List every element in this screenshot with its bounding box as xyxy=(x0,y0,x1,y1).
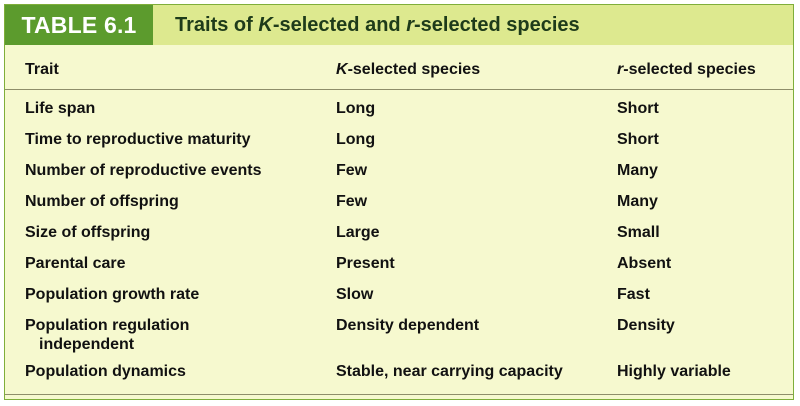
k-selected-cell: Present xyxy=(336,255,395,272)
traits-table: TABLE 6.1 Traits of K-selected and r-sel… xyxy=(4,4,794,400)
trait-cell: Time to reproductive maturity xyxy=(25,131,251,148)
trait-cell-line: independent xyxy=(39,336,135,353)
r-selected-cell: Highly variable xyxy=(617,363,731,380)
column-header-r-text: -selected species xyxy=(623,61,756,78)
column-header-k-letter: K xyxy=(336,61,348,78)
trait-cell: Population growth rate xyxy=(25,286,200,303)
k-selected-cell: Density dependent xyxy=(336,317,480,334)
k-selected-cell: Few xyxy=(336,162,368,179)
column-header-k-selected: K-selected species xyxy=(336,61,480,79)
title-part: Traits of xyxy=(175,14,259,36)
k-selected-cell: Long xyxy=(336,131,376,148)
header-divider xyxy=(5,89,793,90)
k-selected-cell: Long xyxy=(336,100,376,117)
column-header-r-letter: r xyxy=(617,61,624,78)
k-selected-cell: Large xyxy=(336,224,380,241)
k-selected-cell: Stable, near carrying capacity xyxy=(336,363,563,380)
table-number-label: TABLE 6.1 xyxy=(5,5,153,45)
k-selected-cell: Slow xyxy=(336,286,374,303)
r-selected-cell: Fast xyxy=(617,286,650,303)
r-selected-cell: Short xyxy=(617,100,659,117)
trait-cell: Life span xyxy=(25,100,96,117)
r-selected-cell: Small xyxy=(617,224,660,241)
r-selected-cell: Many xyxy=(617,193,658,210)
trait-cell: Population regulation independent xyxy=(25,316,189,354)
trait-cell: Parental care xyxy=(25,255,126,272)
trait-cell: Number of reproductive events xyxy=(25,162,262,179)
trait-cell: Number of offspring xyxy=(25,193,179,210)
r-selected-cell: Many xyxy=(617,162,658,179)
title-part: -selected and xyxy=(272,14,407,36)
column-header-k-text: -selected species xyxy=(347,61,481,78)
title-part-k: K xyxy=(258,14,273,36)
r-selected-cell: Short xyxy=(617,131,659,148)
title-part-r: r xyxy=(406,14,414,36)
trait-cell: Size of offspring xyxy=(25,224,151,241)
bottom-rule xyxy=(5,394,793,395)
r-selected-cell: Absent xyxy=(617,255,672,272)
title-part: -selected species xyxy=(414,14,580,36)
trait-cell: Population dynamics xyxy=(25,363,186,380)
column-header-trait: Trait xyxy=(25,61,59,78)
table-title: Traits of K-selected and r-selected spec… xyxy=(175,5,580,45)
k-selected-cell: Few xyxy=(336,193,368,210)
column-header-r-selected: r-selected species xyxy=(617,61,756,79)
r-selected-cell: Density xyxy=(617,317,675,334)
trait-cell-line: Population regulation xyxy=(25,317,190,334)
